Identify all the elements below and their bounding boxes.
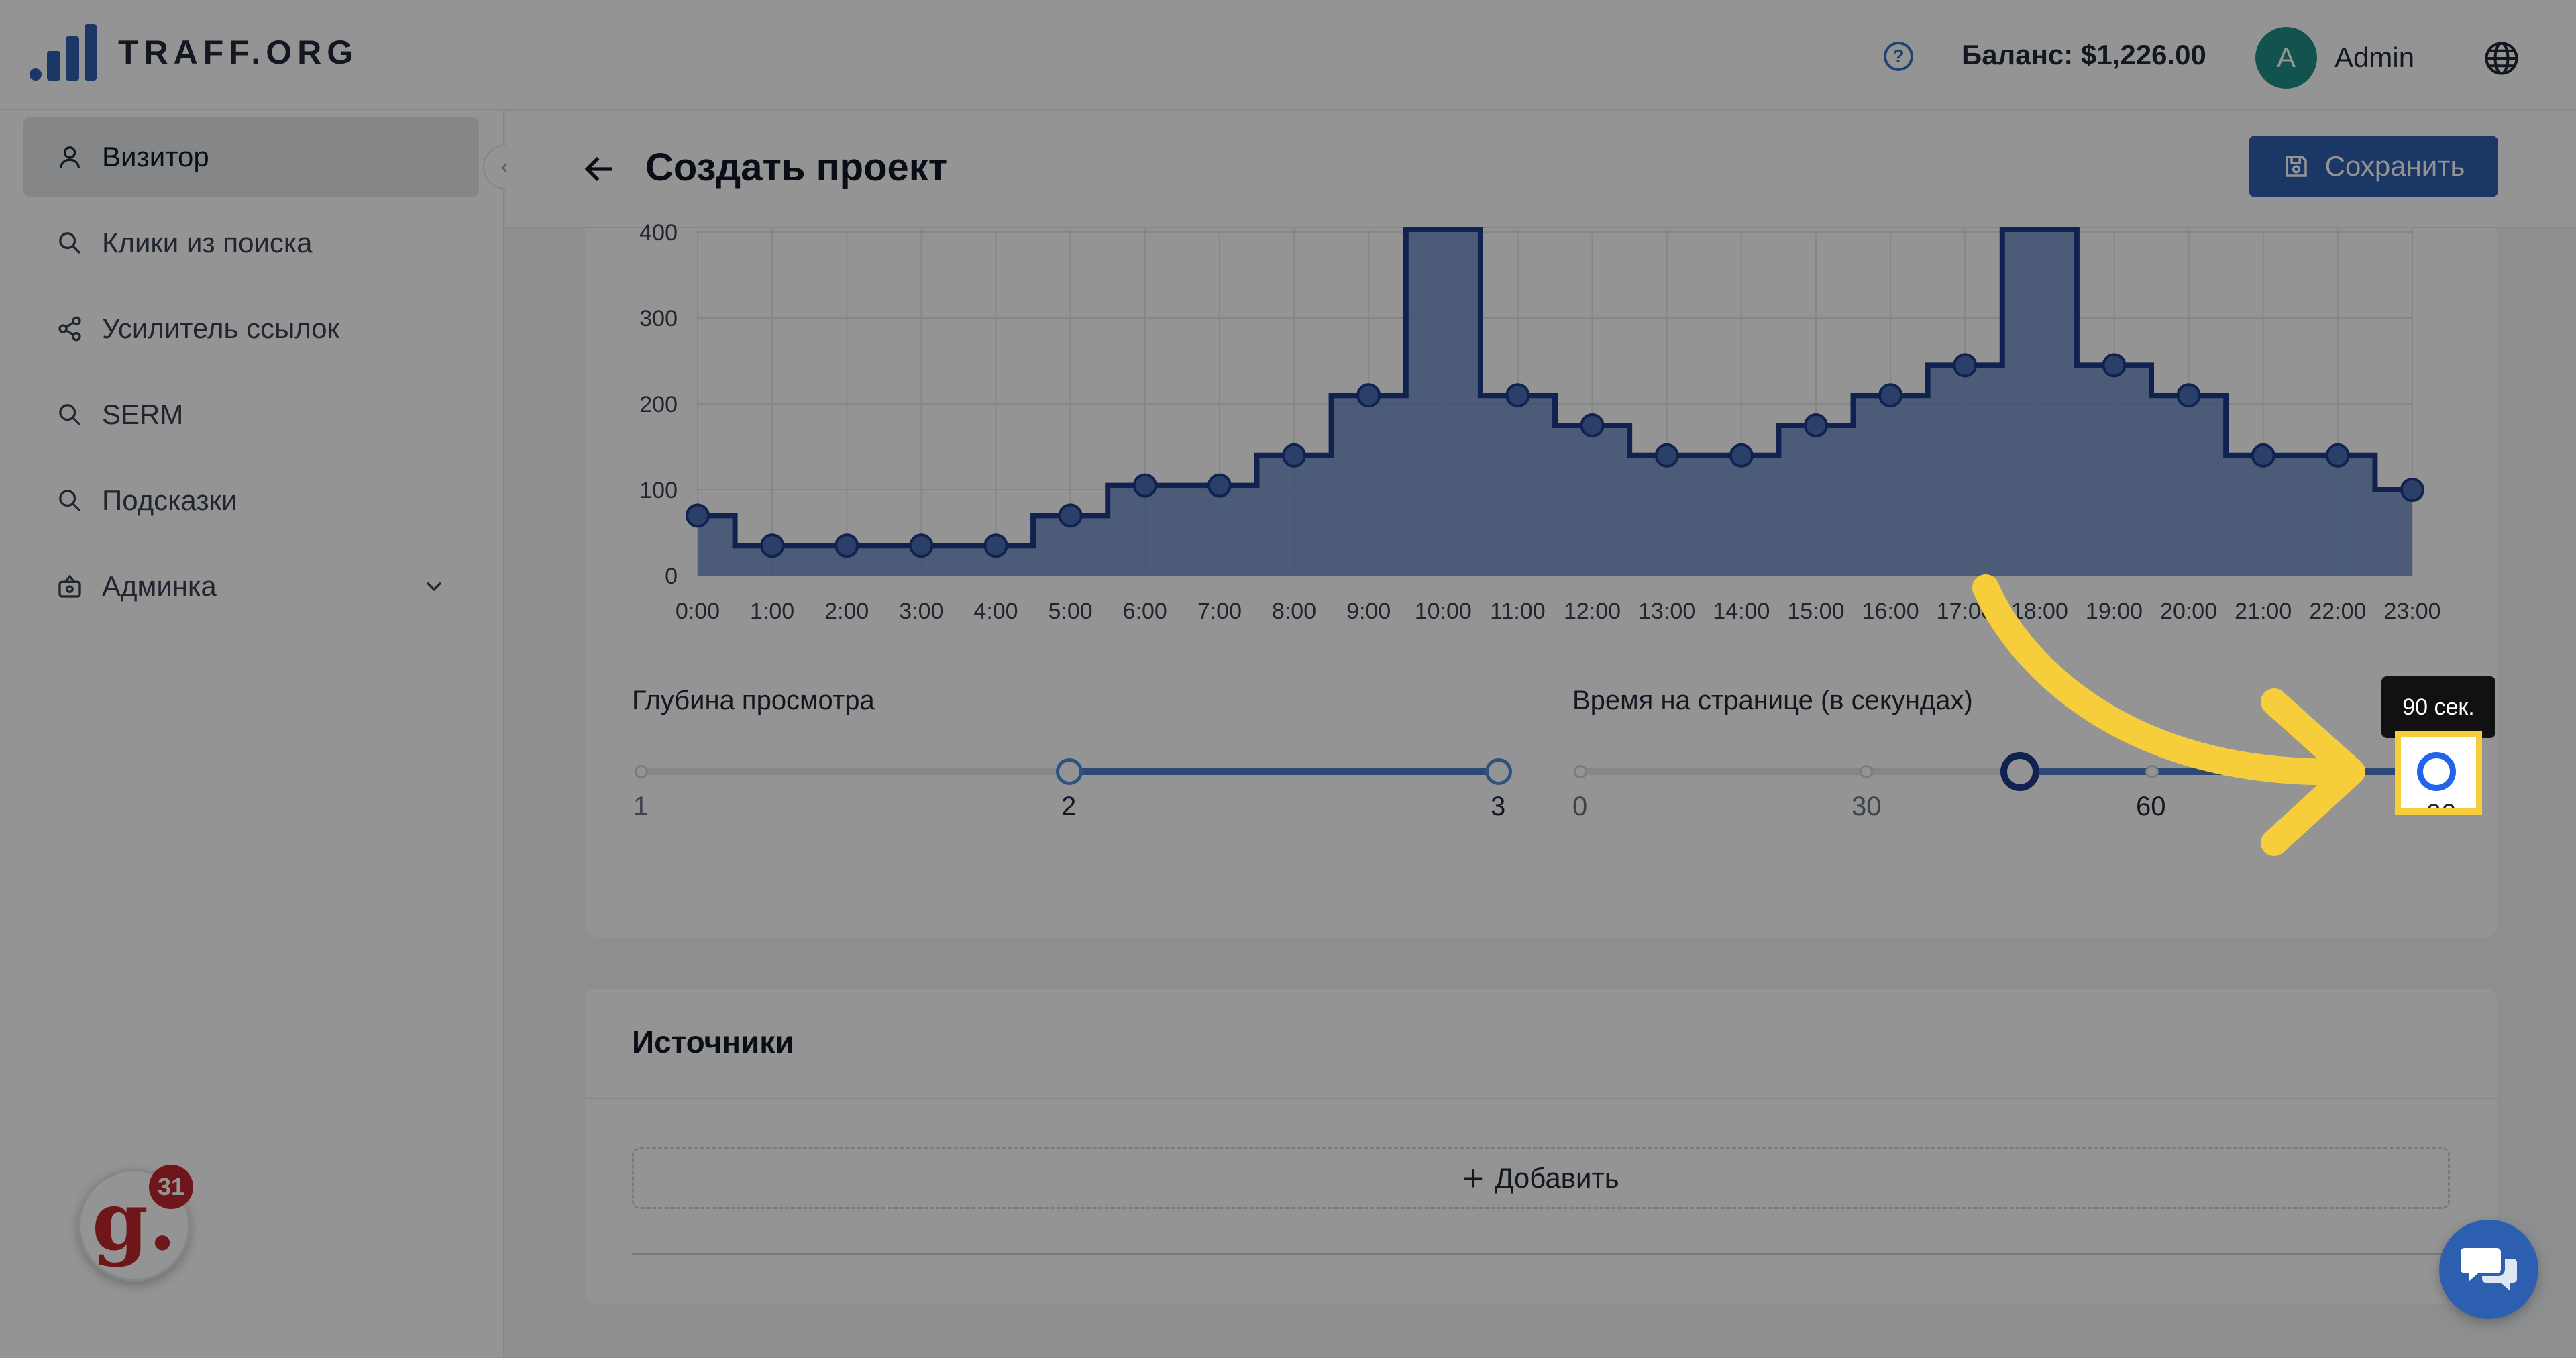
logo[interactable]: TRAFF.ORG [30, 24, 358, 81]
time-mark-dot [2145, 765, 2159, 778]
sidebar-item-label: Визитор [102, 141, 209, 172]
user-icon [60, 146, 80, 168]
sidebar-item-label: SERM [102, 399, 184, 430]
time-slider-min-knob[interactable] [2000, 752, 2039, 791]
chevron-down-icon[interactable] [423, 574, 445, 597]
highlight-frame: 90 [2395, 731, 2482, 815]
time-mark-dot [1860, 765, 1873, 778]
traffic-settings-card [585, 228, 2497, 937]
time-mark-label: 90 [2426, 799, 2457, 815]
depth-mark-label: 2 [1061, 792, 1077, 821]
add-label: Добавить [1494, 1162, 1619, 1194]
share-icon [58, 316, 81, 342]
depth-mark-dot [635, 765, 648, 778]
balance: Баланс: $1,226.00 [1962, 39, 2206, 70]
save-button[interactable]: Сохранить [2249, 136, 2498, 197]
sidebar-item-hints[interactable]: Подсказки [23, 460, 479, 541]
user-name[interactable]: Admin [2334, 42, 2415, 73]
sidebar-item-link-booster[interactable]: Усилитель ссылок [23, 289, 479, 369]
page-header: Создать проект Сохранить [506, 111, 2576, 228]
sources-title: Источники [632, 1025, 794, 1059]
time-mark-dot [1574, 765, 1587, 778]
chat-button[interactable] [2439, 1220, 2538, 1319]
admin-icon [58, 574, 81, 598]
time-slider-label: Время на странице (в секундах) [1572, 686, 1973, 715]
help-widget-button[interactable]: g. [78, 1169, 191, 1282]
sidebar-item-label: Клики из поиска [102, 227, 313, 258]
divider [632, 1253, 2450, 1255]
search-icon [59, 490, 81, 512]
sidebar: Визитор Клики из поиска Усилитель ссылок… [0, 110, 504, 1358]
plus-icon: + [1462, 1158, 1484, 1198]
time-slider-max-knob[interactable] [2417, 752, 2456, 791]
chat-bubbles-icon [2461, 1248, 2517, 1291]
sidebar-item-admin[interactable]: Админка [23, 546, 479, 627]
globe-icon[interactable] [2483, 40, 2520, 76]
top-header: TRAFF.ORG ? Баланс: $1,226.00 A Admin [0, 0, 2576, 110]
back-arrow-icon[interactable] [581, 150, 619, 188]
search-icon [59, 404, 81, 426]
depth-mark-label: 3 [1491, 792, 1506, 821]
time-mark-label: 30 [1851, 792, 1882, 821]
sidebar-item-search-clicks[interactable]: Клики из поиска [23, 203, 479, 283]
depth-slider-max-knob[interactable] [1485, 758, 1512, 785]
slider-value-tooltip: 90 сек. [2381, 676, 2496, 749]
sidebar-item-label: Подсказки [102, 484, 237, 516]
sidebar-item-visitor[interactable]: Визитор [23, 117, 479, 197]
depth-slider-min-knob[interactable] [1056, 758, 1083, 785]
time-slider-fill [2019, 768, 2439, 775]
time-mark-label: 0 [1572, 792, 1588, 821]
depth-mark-label: 1 [633, 792, 649, 821]
time-mark-label: 60 [2136, 792, 2166, 821]
save-label: Сохранить [2324, 150, 2465, 182]
sources-card: Источники + Добавить [585, 989, 2497, 1304]
add-source-button[interactable]: + Добавить [632, 1147, 2450, 1209]
avatar[interactable]: A [2255, 27, 2317, 89]
logo-text: TRAFF.ORG [118, 34, 359, 71]
logo-bars-icon [30, 24, 97, 81]
depth-slider-label: Глубина просмотра [632, 686, 875, 715]
page-title: Создать проект [645, 146, 948, 189]
sidebar-item-serm[interactable]: SERM [23, 374, 479, 455]
sidebar-item-label: Усилитель ссылок [102, 313, 339, 344]
divider [585, 1098, 2497, 1099]
help-icon[interactable]: ? [1884, 42, 1913, 71]
sidebar-item-label: Админка [102, 570, 217, 602]
notification-count-badge: 31 [149, 1165, 193, 1209]
search-icon [59, 232, 81, 254]
depth-slider-fill [1069, 768, 1499, 775]
save-icon [2285, 156, 2307, 177]
